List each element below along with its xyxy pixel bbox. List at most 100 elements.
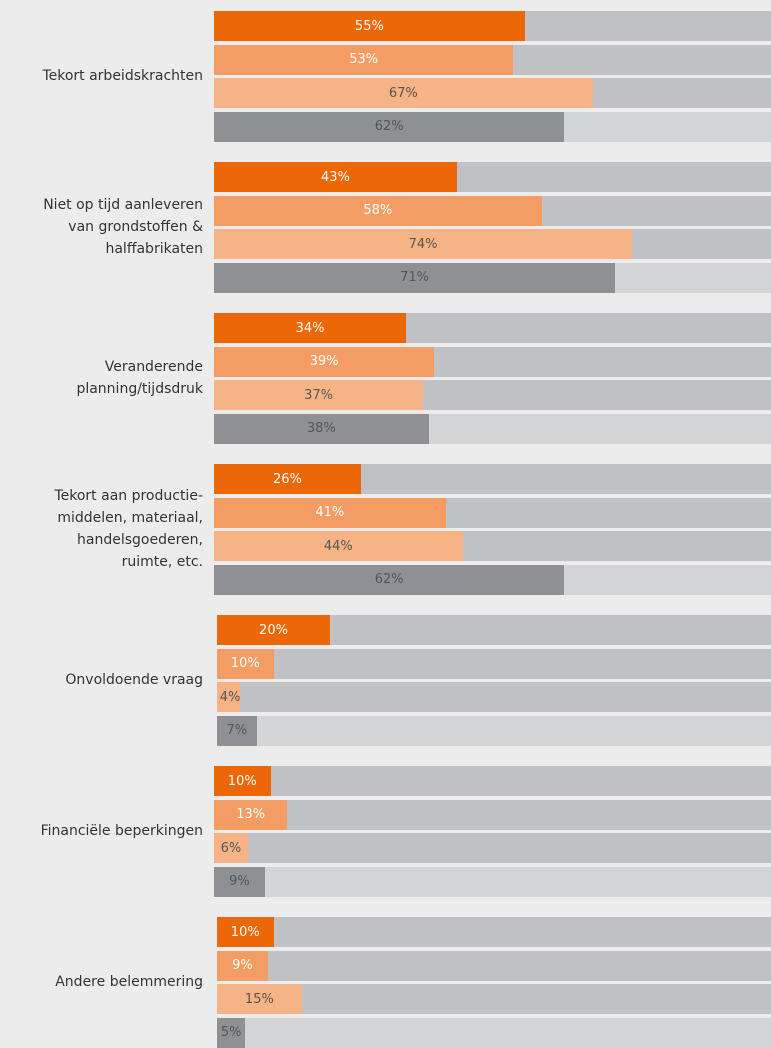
bar (214, 229, 633, 259)
category-label: Veranderende planning/tijdsdruk (0, 356, 203, 400)
bar (214, 11, 525, 41)
bar (214, 866, 265, 897)
bar-value-label: 53% (349, 52, 379, 67)
bar-track: 74% (214, 229, 771, 259)
bar (214, 413, 429, 444)
bar-value-label: 62% (374, 119, 404, 134)
category-label-line: Tekort arbeidskrachten (42, 68, 203, 85)
category-label: Financiële beperkingen (0, 820, 203, 842)
bar-track: 6% (214, 833, 771, 863)
bar-value-label: 71% (400, 270, 430, 285)
category-label: Tekort aan productie-middelen, materiaal… (0, 485, 203, 573)
bar-value-label: 7% (226, 723, 248, 738)
bar-value-label: 67% (388, 85, 418, 101)
bar (214, 464, 361, 494)
bar-track: 62% (214, 111, 771, 142)
bar (214, 380, 424, 410)
bar-track: 44% (214, 531, 771, 561)
bar-track: 26% (214, 464, 771, 494)
category-label-line: Tekort aan productie- (54, 488, 203, 505)
bar (214, 531, 463, 561)
bar-value-label: 62% (374, 572, 404, 587)
bar (214, 346, 435, 377)
category-label-line: ruimte, etc. (121, 554, 203, 571)
bar-value-label: 13% (236, 807, 266, 822)
bar (217, 615, 330, 645)
category-label: Andere belemmering (0, 971, 203, 993)
bar-track: 34% (214, 313, 771, 343)
bar (217, 984, 302, 1014)
bar (217, 917, 274, 947)
bar-value-label: 38% (306, 421, 336, 436)
bar-track: 41% (214, 497, 771, 528)
bar-track: 9% (214, 866, 771, 897)
bar-track: 71% (214, 262, 771, 293)
bar (217, 715, 257, 746)
bar-value-label: 10% (230, 656, 260, 671)
bar (214, 111, 565, 142)
bar-track: 53% (214, 44, 771, 75)
bar (214, 766, 271, 796)
category-label-line: handelsgoederen, (77, 532, 203, 549)
category-label: Niet op tijd aanleveren van grondstoffen … (0, 194, 203, 260)
bar-track: 43% (214, 162, 771, 192)
category-label-line: halffabrikaten (105, 241, 203, 258)
bar-value-label: 6% (220, 840, 242, 856)
bar (214, 833, 248, 863)
bar-track: 67% (214, 78, 771, 108)
bar-track: 9% (217, 950, 771, 981)
bar (217, 682, 240, 712)
bar-track: 37% (214, 380, 771, 410)
bar-value-label: 15% (244, 991, 274, 1007)
bar-track: 38% (214, 413, 771, 444)
bar (214, 564, 565, 595)
bar-track: 5% (217, 1017, 771, 1048)
bar (214, 78, 593, 108)
bar-value-label: 9% (229, 874, 250, 889)
category-label-line: middelen, materiaal, (57, 510, 203, 527)
bar-track: 7% (217, 715, 771, 746)
bar (214, 497, 446, 528)
bar-track: 4% (217, 682, 771, 712)
bar-track: 13% (214, 799, 771, 830)
bar-value-label: 74% (408, 236, 438, 252)
category-label-line: planning/tijdsdruk (76, 381, 203, 398)
bar-value-label: 4% (219, 689, 241, 705)
category-label-line: Veranderende (104, 359, 203, 376)
bar (214, 799, 288, 830)
bar-value-label: 5% (220, 1025, 242, 1040)
bar (214, 195, 542, 226)
bar (217, 648, 274, 679)
category-label-line: Financiële beperkingen (40, 823, 203, 840)
category-label-line: Niet op tijd aanleveren (43, 197, 203, 214)
category-label-line: van grondstoffen & (68, 219, 203, 236)
bar-value-label: 37% (304, 387, 333, 403)
bar-value-label: 44% (323, 538, 353, 554)
bar-value-label: 9% (232, 958, 253, 973)
category-label-line: Andere belemmering (55, 974, 203, 991)
bar-track: 10% (217, 917, 771, 947)
bar-value-label: 39% (309, 354, 339, 369)
bar-track: 20% (217, 615, 771, 645)
bar-value-label: 10% (227, 773, 257, 789)
category-label: Onvoldoende vraag (0, 669, 203, 691)
bar (214, 44, 514, 75)
bar (217, 950, 268, 981)
bar-track: 15% (217, 984, 771, 1014)
bar-track: 58% (214, 195, 771, 226)
bar-value-label: 41% (315, 505, 345, 520)
bar-value-label: 43% (321, 169, 350, 185)
bar-track: 62% (214, 564, 771, 595)
bar-value-label: 34% (295, 320, 325, 336)
bar-value-label: 10% (230, 924, 260, 940)
bar-value-label: 55% (354, 18, 384, 34)
bar-track: 10% (217, 648, 771, 679)
bar-track: 39% (214, 346, 771, 377)
bar-track: 55% (214, 11, 771, 41)
bar-value-label: 20% (259, 622, 288, 638)
bar-track: 10% (214, 766, 771, 796)
bar (214, 162, 457, 192)
category-label: Tekort arbeidskrachten (0, 65, 203, 87)
bar (214, 313, 407, 343)
